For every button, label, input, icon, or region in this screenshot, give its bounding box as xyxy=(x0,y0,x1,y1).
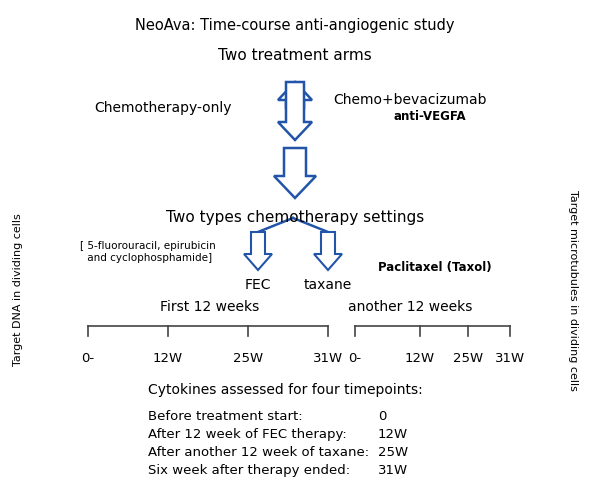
Polygon shape xyxy=(244,232,272,270)
Text: Target DNA in dividing cells: Target DNA in dividing cells xyxy=(13,214,23,367)
Text: Before treatment start:: Before treatment start: xyxy=(148,410,303,423)
Text: 0: 0 xyxy=(378,410,387,423)
Text: After 12 week of FEC therapy:: After 12 week of FEC therapy: xyxy=(148,428,347,441)
Polygon shape xyxy=(278,82,312,108)
Text: Chemotherapy-only: Chemotherapy-only xyxy=(94,101,232,115)
Text: Target microtubules in dividing cells: Target microtubules in dividing cells xyxy=(568,189,578,390)
Polygon shape xyxy=(278,82,312,140)
Text: First 12 weeks: First 12 weeks xyxy=(160,300,259,314)
Text: 0-: 0- xyxy=(349,352,362,365)
Text: FEC: FEC xyxy=(245,278,271,292)
Text: 31W: 31W xyxy=(378,464,408,477)
Text: Two types chemotherapy settings: Two types chemotherapy settings xyxy=(166,210,424,225)
Text: anti-VEGFA: anti-VEGFA xyxy=(394,110,466,123)
Polygon shape xyxy=(314,232,342,270)
Text: Six week after therapy ended:: Six week after therapy ended: xyxy=(148,464,350,477)
Text: 25W: 25W xyxy=(233,352,263,365)
Text: taxane: taxane xyxy=(304,278,352,292)
Text: Two treatment arms: Two treatment arms xyxy=(218,48,372,63)
Text: 12W: 12W xyxy=(405,352,435,365)
Text: 0-: 0- xyxy=(82,352,95,365)
Text: 25W: 25W xyxy=(453,352,483,365)
Text: Chemo+bevacizumab: Chemo+bevacizumab xyxy=(333,93,487,107)
Text: 31W: 31W xyxy=(313,352,343,365)
Text: Cytokines assessed for four timepoints:: Cytokines assessed for four timepoints: xyxy=(148,383,423,397)
Text: [ 5-fluorouracil, epirubicin
 and cyclophosphamide]: [ 5-fluorouracil, epirubicin and cycloph… xyxy=(80,241,216,263)
Polygon shape xyxy=(274,148,316,198)
Text: NeoAva: Time-course anti-angiogenic study: NeoAva: Time-course anti-angiogenic stud… xyxy=(135,18,454,33)
Text: 25W: 25W xyxy=(378,446,408,459)
Text: 12W: 12W xyxy=(153,352,183,365)
Text: another 12 weeks: another 12 weeks xyxy=(348,300,472,314)
Text: 12W: 12W xyxy=(378,428,408,441)
Text: After another 12 week of taxane:: After another 12 week of taxane: xyxy=(148,446,369,459)
Text: 31W: 31W xyxy=(495,352,525,365)
Text: Paclitaxel (Taxol): Paclitaxel (Taxol) xyxy=(378,261,492,274)
